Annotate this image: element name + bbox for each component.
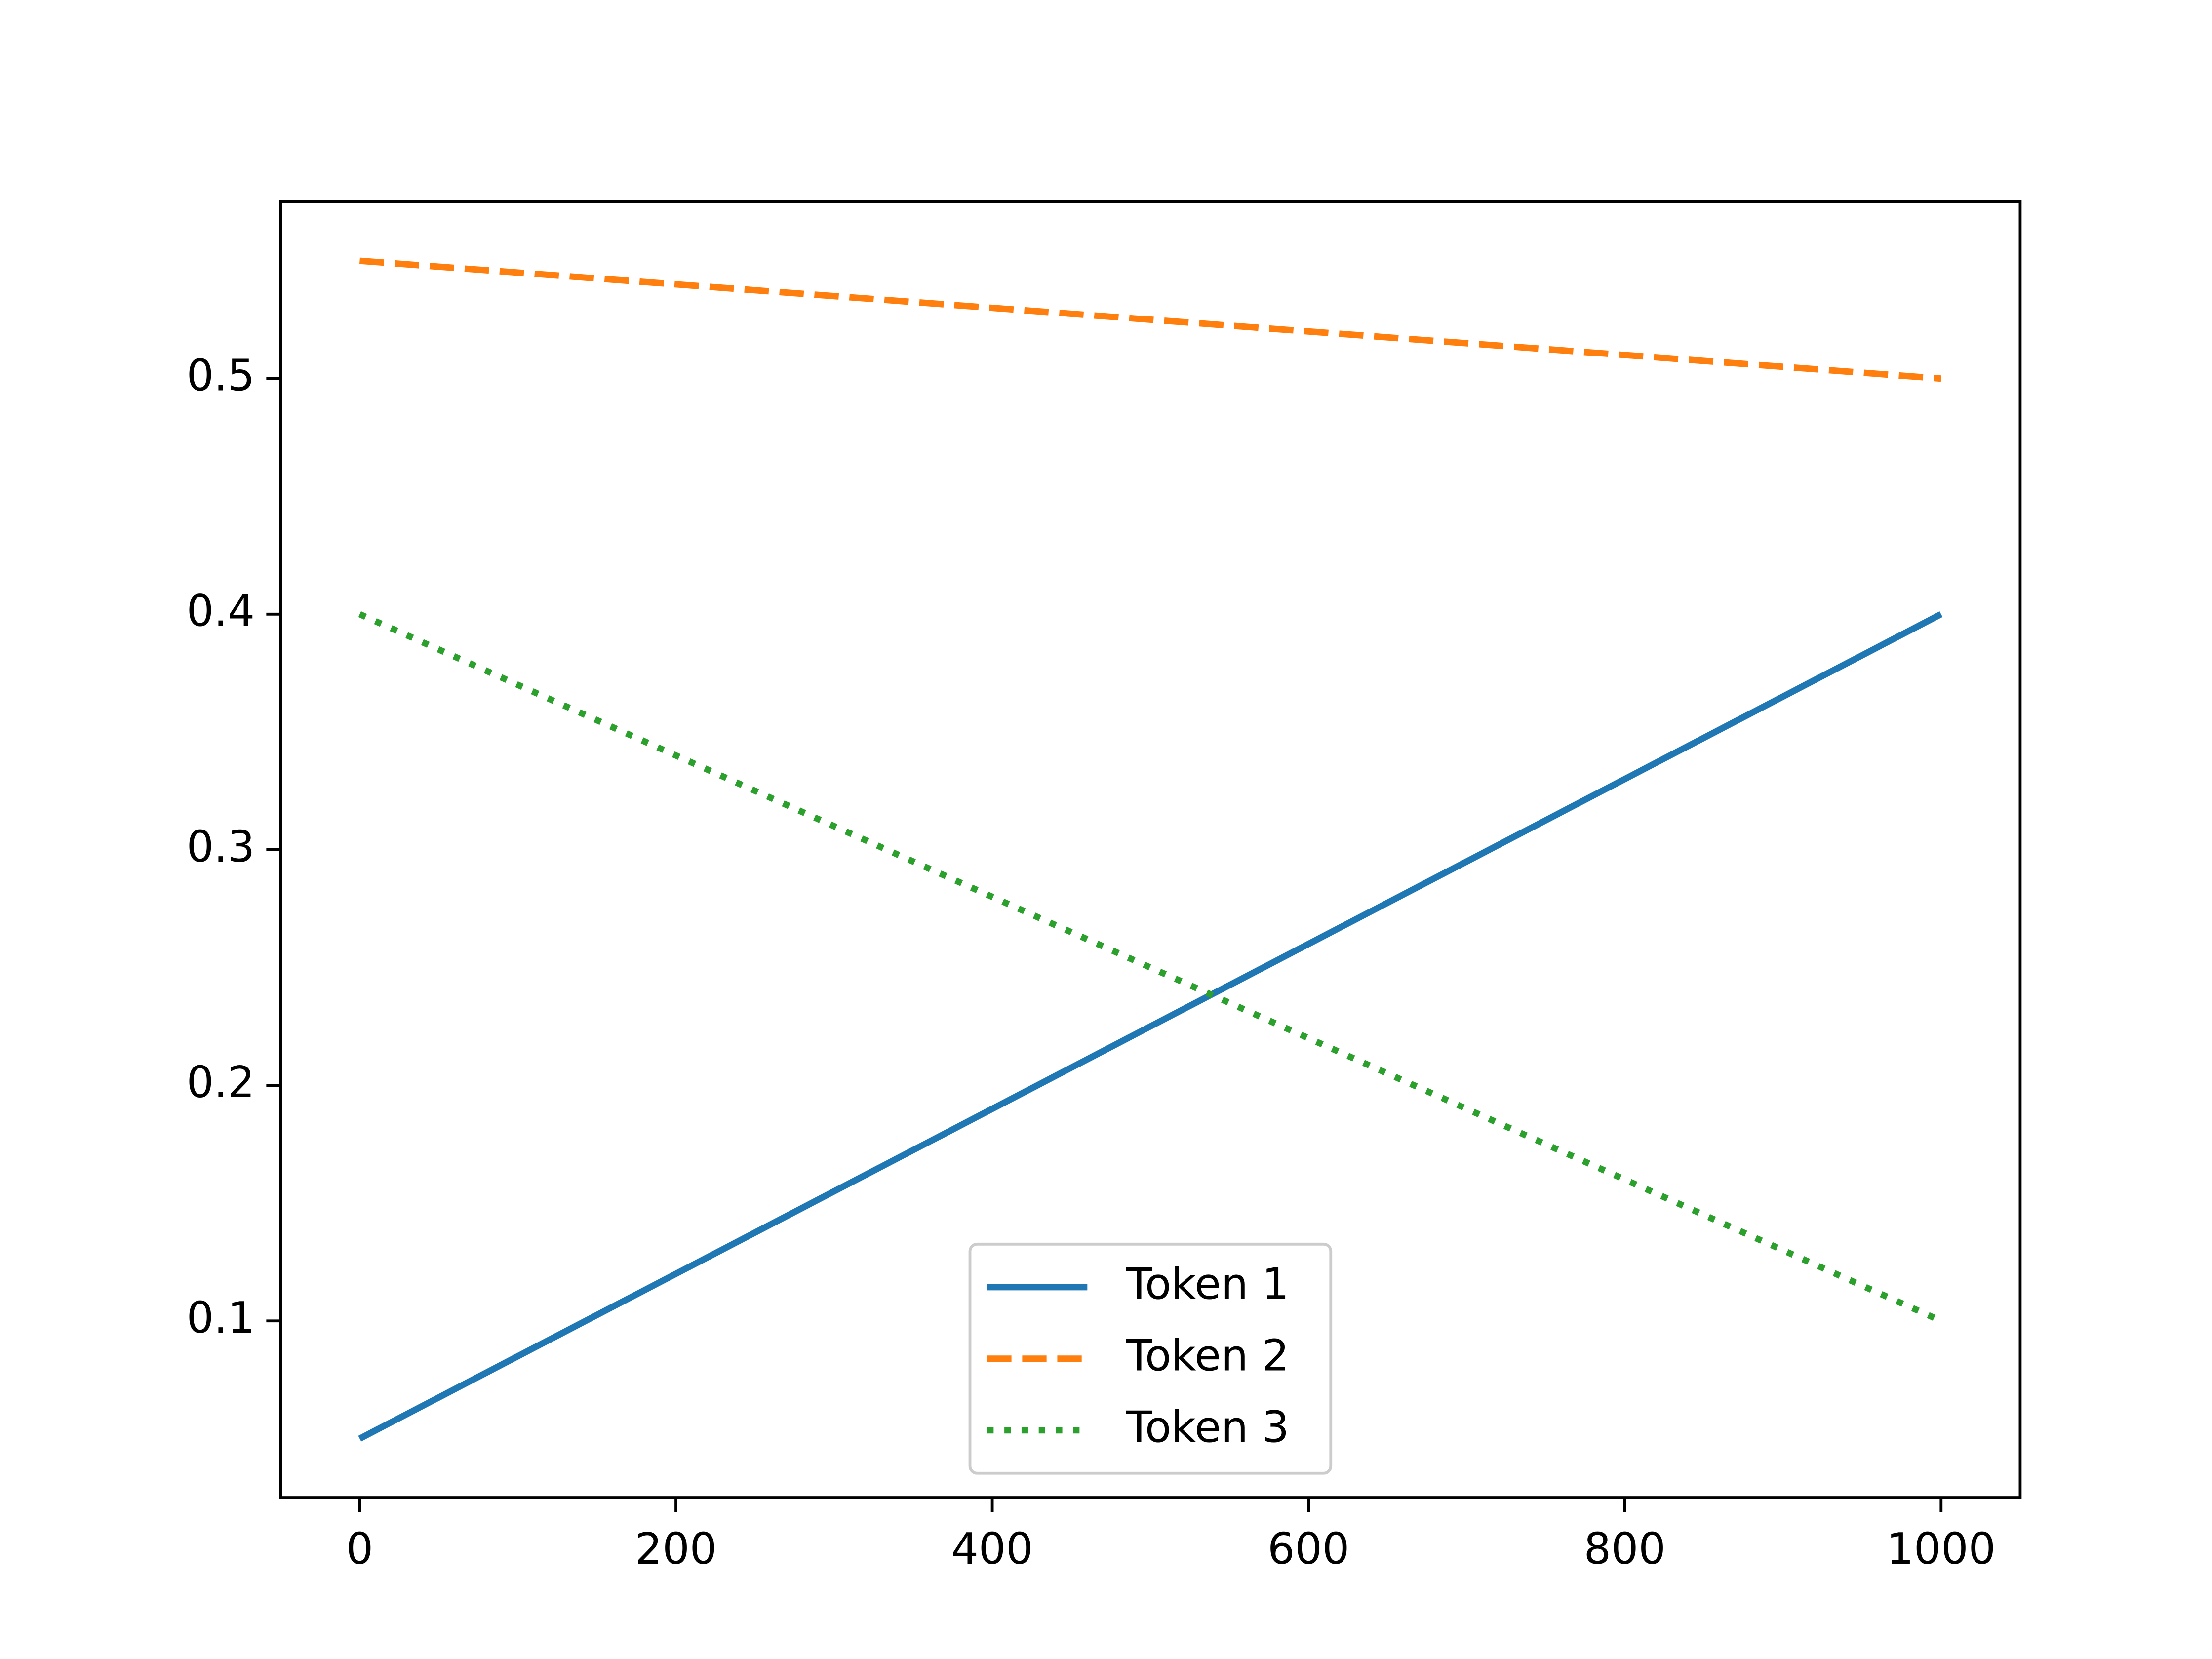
x-tick-label: 800 bbox=[1584, 1524, 1666, 1574]
x-tick-label: 200 bbox=[635, 1524, 717, 1574]
x-tick-label: 0 bbox=[346, 1524, 373, 1574]
legend-label: Token 1 bbox=[1126, 1259, 1289, 1309]
x-tick-label: 400 bbox=[951, 1524, 1033, 1574]
legend-label: Token 2 bbox=[1126, 1331, 1289, 1381]
y-tick-label: 0.4 bbox=[187, 586, 255, 636]
axes-frame bbox=[279, 200, 2022, 1499]
x-tick-label: 600 bbox=[1267, 1524, 1349, 1574]
y-tick-label: 0.1 bbox=[187, 1293, 255, 1343]
y-tick-label: 0.5 bbox=[187, 351, 255, 401]
y-tick-label: 0.2 bbox=[187, 1057, 255, 1107]
data-line bbox=[358, 611, 1943, 1442]
y-tick-label: 0.3 bbox=[187, 822, 255, 872]
data-line bbox=[358, 611, 1942, 1324]
data-line bbox=[359, 257, 1941, 382]
x-tick-label: 1000 bbox=[1887, 1524, 1996, 1574]
legend-box bbox=[968, 1242, 1333, 1475]
legend: Token 1 Token 2 Token 3 bbox=[968, 1242, 1333, 1475]
legend-label: Token 3 bbox=[1126, 1402, 1289, 1453]
